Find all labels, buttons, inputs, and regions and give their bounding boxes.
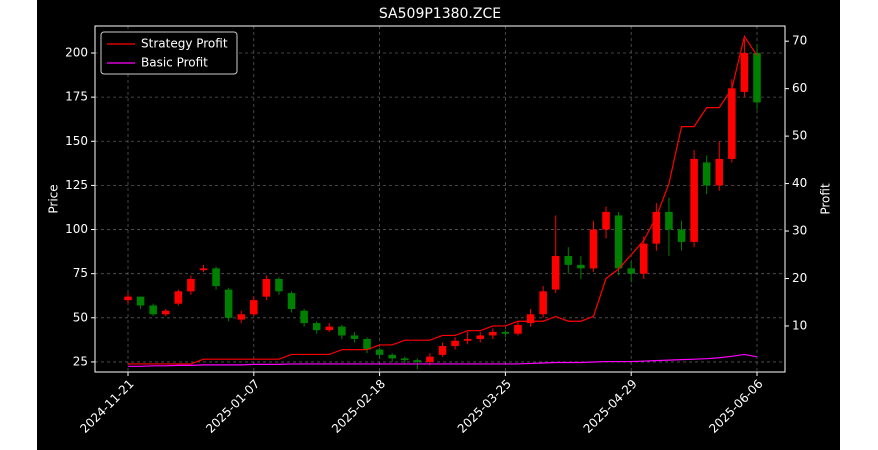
candle-body	[640, 243, 648, 274]
y-tick-label: 50	[73, 310, 88, 324]
candle-body	[652, 211, 661, 244]
candle-body	[614, 215, 623, 269]
candle-body	[312, 323, 321, 331]
y2-tick-label: 10	[792, 318, 807, 332]
candle-body	[237, 314, 245, 320]
candle-body	[665, 211, 673, 230]
y2-axis-label: Profit	[819, 183, 833, 215]
y-tick-label: 100	[65, 222, 88, 236]
y2-tick-label: 20	[792, 271, 807, 285]
y-tick-label: 150	[65, 134, 88, 148]
candle-body	[514, 324, 522, 334]
y2-tick-label: 40	[792, 176, 807, 190]
y-tick-label: 125	[65, 178, 88, 192]
candle-body	[728, 88, 736, 159]
x-tick-label: 2024-11-21	[77, 377, 136, 436]
candle-body	[338, 326, 346, 336]
y-axis-label: Price	[47, 184, 61, 213]
y-tick-label: 25	[73, 354, 88, 368]
candle-body	[589, 229, 598, 269]
candle-body	[715, 158, 724, 186]
y2-tick-label: 50	[792, 129, 807, 143]
y2-tick-label: 60	[792, 81, 807, 95]
candle-body	[161, 310, 170, 315]
x-tick-label: 2025-06-06	[706, 377, 765, 436]
candle-body	[187, 278, 195, 292]
candle-body	[300, 310, 308, 324]
candle-body	[753, 53, 761, 103]
plot-frame	[94, 25, 786, 373]
candle-body	[677, 229, 686, 242]
y-tick-label: 75	[73, 266, 88, 280]
figure-background	[37, 0, 840, 450]
x-tick-label: 2025-04-29	[581, 377, 640, 436]
candle-body	[564, 256, 573, 265]
chart-title: SA509P1380.ZCE	[379, 6, 501, 22]
legend-label: Strategy Profit	[141, 37, 228, 51]
candle-body	[199, 268, 208, 271]
candle-body	[702, 162, 711, 186]
candle-body	[149, 305, 157, 315]
candle-body	[212, 268, 220, 287]
candle-body	[400, 358, 409, 361]
candle-body	[539, 291, 547, 315]
profit-line	[128, 34, 758, 365]
candle-body	[451, 340, 459, 347]
candle-body	[275, 278, 283, 292]
candle-body	[577, 264, 585, 269]
candle-body	[350, 335, 359, 339]
candle-body	[124, 296, 132, 301]
x-tick-label: 2025-02-18	[329, 377, 388, 436]
candle-body	[224, 289, 233, 318]
candle-body	[602, 211, 610, 230]
candle-body	[262, 278, 271, 297]
candle-body	[250, 300, 258, 315]
candle-body	[325, 326, 334, 331]
y2-tick-label: 30	[792, 224, 807, 238]
x-tick-label: 2025-03-25	[455, 377, 514, 436]
y-tick-label: 175	[65, 90, 88, 104]
legend-label: Basic Profit	[141, 56, 208, 70]
candle-body	[526, 314, 535, 324]
candle-body	[463, 338, 472, 341]
candle-body	[627, 268, 635, 274]
profit-line	[128, 353, 758, 367]
y-tick-label: 200	[65, 46, 88, 60]
candle-body	[388, 354, 396, 359]
y2-tick-label: 70	[792, 34, 807, 48]
candle-body	[375, 349, 384, 355]
candle-body	[551, 256, 560, 290]
candle-body	[690, 158, 698, 242]
candle-body	[489, 331, 497, 336]
candle-body	[438, 346, 447, 355]
candle-body	[136, 296, 145, 306]
candle-body	[740, 53, 749, 92]
candle-body	[174, 291, 183, 304]
candle-body	[363, 338, 371, 350]
candle-body	[501, 331, 510, 334]
candle-body	[426, 356, 434, 362]
x-tick-label: 2025-01-07	[203, 377, 262, 436]
candle-body	[287, 293, 296, 309]
candle-body	[476, 335, 485, 339]
candle-body	[413, 360, 422, 362]
